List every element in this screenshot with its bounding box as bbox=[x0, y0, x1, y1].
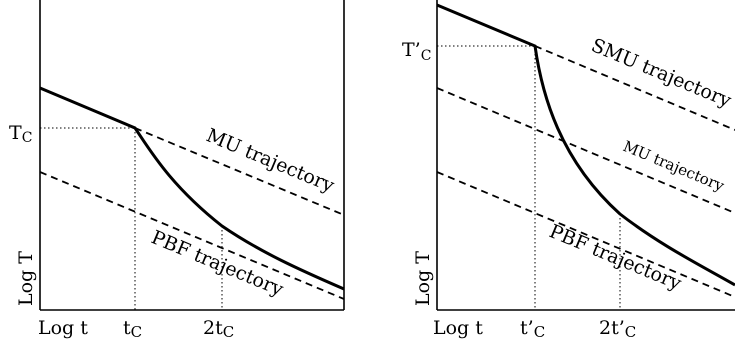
right-tc-tick-label: t’C bbox=[520, 317, 545, 341]
left-tc-tick-main: t bbox=[123, 317, 131, 339]
left-tc-level-main: T bbox=[9, 122, 22, 144]
right-pbf-trajectory-line bbox=[436, 171, 735, 298]
right-pbf-label: PBF trajectory bbox=[546, 220, 685, 294]
left-pbf-label: PBF trajectory bbox=[148, 226, 287, 300]
left-pbf-trajectory-line bbox=[39, 171, 345, 300]
right-mu-trajectory-line bbox=[436, 87, 735, 214]
right-2tc-tick-main: 2t’ bbox=[599, 317, 625, 339]
left-mu-trajectory-line bbox=[134, 127, 345, 216]
left-2tc-tick-main: 2t bbox=[203, 317, 223, 339]
right-y-axis-label: Log T bbox=[412, 251, 434, 306]
left-2tc-tick-label: 2tC bbox=[203, 317, 234, 341]
left-tc-level-sub: C bbox=[22, 130, 33, 146]
left-2tc-tick-sub: C bbox=[223, 323, 234, 341]
left-panel: MU trajectory PBF trajectory TC Log T Lo… bbox=[9, 0, 345, 341]
right-x-axis-label: Log t bbox=[433, 317, 483, 339]
left-actual-trajectory bbox=[39, 86, 345, 291]
right-2tc-tick-sub: C bbox=[625, 323, 636, 341]
left-x-axis-label: Log t bbox=[38, 317, 88, 339]
right-tc-level-sub: C bbox=[421, 48, 432, 64]
right-tc-tick-main: t’ bbox=[520, 317, 534, 339]
right-2tc-tick-label: 2t’C bbox=[599, 317, 636, 341]
right-tc-level-main: T’ bbox=[402, 39, 421, 61]
right-smu-trajectory-line bbox=[534, 45, 735, 131]
left-tc-level-label: TC bbox=[9, 122, 32, 146]
right-panel: SMU trajectory MU trajectory PBF traject… bbox=[402, 0, 735, 341]
left-mu-label: MU trajectory bbox=[203, 124, 337, 197]
left-tc-tick-sub: C bbox=[131, 323, 142, 341]
right-smu-label: SMU trajectory bbox=[588, 34, 734, 112]
right-actual-trajectory bbox=[436, 3, 735, 287]
right-tc-tick-sub: C bbox=[534, 323, 545, 341]
left-tc-tick-label: tC bbox=[123, 317, 142, 341]
left-y-axis-label: Log T bbox=[15, 251, 37, 306]
right-tc-level-label: T’C bbox=[402, 39, 431, 64]
